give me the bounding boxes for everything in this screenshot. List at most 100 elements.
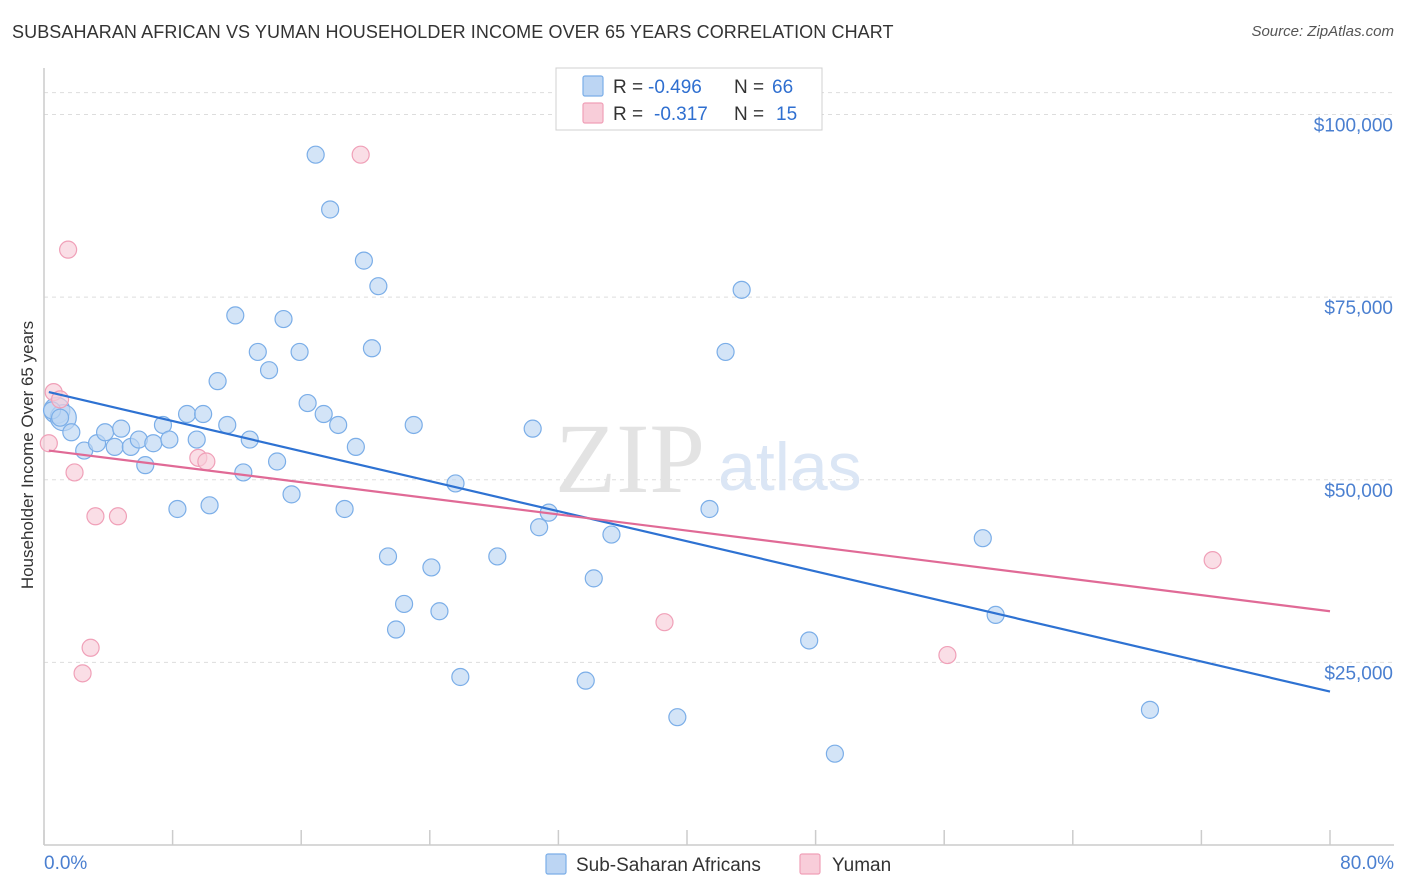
data-point-sub-saharan xyxy=(200,496,219,515)
data-point-sub-saharan xyxy=(218,415,237,435)
data-point-sub-saharan xyxy=(451,667,470,687)
data-point-sub-saharan xyxy=(144,434,163,453)
legend-swatch-sub-saharan xyxy=(582,75,604,97)
watermark-atlas: atlas xyxy=(718,429,862,505)
y-tick-label: $50,000 xyxy=(1324,481,1393,502)
legend-n-value-1: 15 xyxy=(776,104,797,125)
legend-r-label-0: R = xyxy=(613,77,643,98)
data-point-sub-saharan xyxy=(354,251,373,270)
legend-r-value-0: -0.496 xyxy=(648,77,702,98)
y-tick-label: $25,000 xyxy=(1324,663,1393,684)
data-point-sub-saharan xyxy=(386,620,406,639)
y-tick-label: $100,000 xyxy=(1314,116,1393,137)
data-point-sub-saharan xyxy=(50,408,70,427)
data-point-yuman xyxy=(73,664,92,683)
data-point-yuman xyxy=(938,645,957,665)
x-tick-label-max: 80.0% xyxy=(1340,853,1394,874)
series-legend-label-sub-saharan: Sub-Saharan Africans xyxy=(576,855,761,876)
series-legend: Sub-Saharan Africans Yuman xyxy=(545,853,891,876)
data-point-sub-saharan xyxy=(716,342,735,362)
y-axis-label: Householder Income Over 65 years xyxy=(18,321,37,589)
y-tick-labels: $25,000 $50,000 $75,000 $100,000 xyxy=(1314,116,1393,685)
data-point-sub-saharan xyxy=(282,485,301,504)
data-point-sub-saharan xyxy=(234,463,253,482)
data-point-sub-saharan xyxy=(825,744,844,763)
data-point-sub-saharan xyxy=(194,404,213,424)
legend-swatch-yuman xyxy=(582,102,604,124)
data-point-sub-saharan xyxy=(314,404,333,424)
trend-line-yuman xyxy=(48,449,1331,613)
trend-lines xyxy=(48,391,1331,693)
x-tick-label-min: 0.0% xyxy=(44,853,87,874)
series-legend-swatch-yuman xyxy=(799,853,821,875)
data-point-sub-saharan xyxy=(62,423,81,442)
data-point-sub-saharan xyxy=(187,430,206,449)
data-point-sub-saharan xyxy=(208,372,227,391)
data-point-sub-saharan xyxy=(168,499,187,519)
data-point-sub-saharan xyxy=(732,280,751,299)
legend-r-value-1: -0.317 xyxy=(654,104,708,125)
legend-n-label-1: N = xyxy=(734,104,764,125)
data-point-sub-saharan xyxy=(700,499,719,519)
trend-line-sub-saharan xyxy=(48,391,1331,693)
data-point-yuman xyxy=(1203,551,1222,570)
legend-r-label-1: R = xyxy=(613,104,643,125)
data-point-sub-saharan xyxy=(329,415,348,435)
data-point-sub-saharan xyxy=(226,306,245,325)
data-point-sub-saharan xyxy=(274,309,293,329)
data-point-sub-saharan xyxy=(267,452,287,471)
data-point-yuman xyxy=(39,434,58,453)
data-point-sub-saharan xyxy=(321,200,340,219)
data-point-sub-saharan xyxy=(430,602,449,621)
chart-title: SUBSAHARAN AFRICAN VS YUMAN HOUSEHOLDER … xyxy=(12,22,894,42)
data-point-yuman xyxy=(59,240,78,259)
data-point-sub-saharan xyxy=(95,423,115,442)
x-tick-marks xyxy=(43,830,1331,845)
data-point-sub-saharan xyxy=(177,404,197,424)
data-point-sub-saharan xyxy=(346,437,365,456)
data-point-sub-saharan xyxy=(576,671,595,690)
data-points xyxy=(39,145,1222,763)
legend-n-value-0: 66 xyxy=(772,77,793,98)
source-credit: Source: ZipAtlas.com xyxy=(1251,23,1394,40)
data-point-sub-saharan xyxy=(378,547,398,566)
correlation-legend: R = -0.496 N = 66 R = -0.317 N = 15 xyxy=(555,67,823,131)
data-point-sub-saharan xyxy=(1140,700,1160,719)
data-point-sub-saharan xyxy=(306,145,325,164)
data-point-sub-saharan xyxy=(335,499,354,519)
data-point-sub-saharan xyxy=(394,594,414,614)
gridlines xyxy=(44,92,1394,663)
data-point-sub-saharan xyxy=(530,518,549,537)
data-point-yuman xyxy=(65,463,84,482)
data-point-sub-saharan xyxy=(422,558,441,577)
data-point-sub-saharan xyxy=(248,342,267,362)
series-legend-swatch-sub-saharan xyxy=(545,853,567,875)
data-point-sub-saharan xyxy=(404,415,423,435)
data-point-yuman xyxy=(197,452,216,471)
data-point-sub-saharan xyxy=(584,569,603,588)
data-point-sub-saharan xyxy=(973,529,992,548)
data-point-sub-saharan xyxy=(105,437,124,456)
data-point-sub-saharan xyxy=(136,456,155,475)
watermark-zip: ZIP xyxy=(555,403,705,514)
data-point-sub-saharan xyxy=(298,393,317,413)
data-point-sub-saharan xyxy=(160,430,179,449)
data-point-sub-saharan xyxy=(362,339,382,358)
legend-n-label-0: N = xyxy=(734,77,764,98)
data-point-sub-saharan xyxy=(668,708,687,727)
data-point-yuman xyxy=(351,145,370,164)
data-point-sub-saharan xyxy=(523,419,542,438)
data-point-sub-saharan xyxy=(488,547,507,566)
data-point-yuman xyxy=(108,507,128,526)
data-point-sub-saharan xyxy=(290,342,309,362)
data-point-yuman xyxy=(86,507,105,526)
data-point-yuman xyxy=(655,613,674,632)
data-point-sub-saharan xyxy=(112,419,131,438)
data-point-sub-saharan xyxy=(259,361,279,380)
data-point-sub-saharan xyxy=(602,525,621,544)
series-legend-label-yuman: Yuman xyxy=(832,855,891,876)
data-point-yuman xyxy=(81,638,100,657)
y-tick-label: $75,000 xyxy=(1324,298,1393,319)
data-point-sub-saharan xyxy=(800,631,819,650)
